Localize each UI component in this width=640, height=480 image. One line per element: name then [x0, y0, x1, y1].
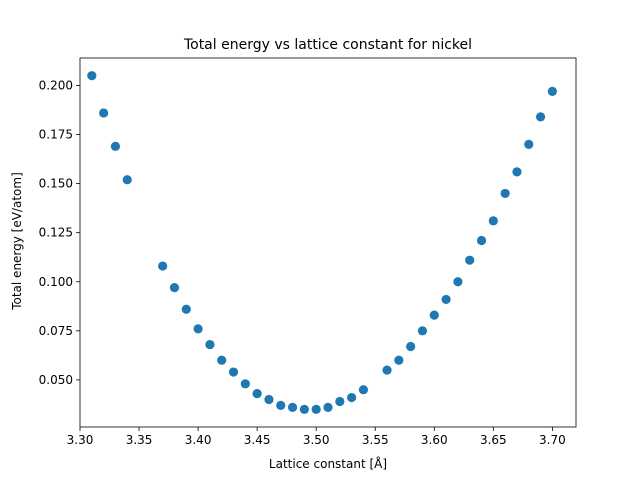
data-point [264, 394, 274, 405]
data-point [217, 355, 227, 365]
data-point [87, 71, 97, 81]
x-tick-label: 3.60 [421, 433, 448, 447]
data-point [311, 404, 321, 414]
x-tick-label: 3.40 [185, 433, 212, 447]
data-point [193, 324, 203, 334]
data-point [429, 310, 439, 320]
data-point [417, 326, 428, 336]
data-point [488, 216, 498, 226]
x-tick-label: 3.65 [480, 433, 507, 447]
x-tick-label: 3.55 [362, 433, 389, 447]
y-tick-label: 0.175 [39, 128, 73, 142]
data-point [465, 255, 475, 265]
data-point [99, 108, 109, 118]
data-point [181, 304, 191, 314]
data-point [158, 261, 168, 271]
data-point [228, 367, 239, 377]
data-point [110, 141, 121, 151]
data-point [547, 86, 557, 96]
x-tick-label: 3.70 [539, 433, 566, 447]
data-point [358, 385, 369, 395]
data-point [394, 355, 404, 365]
data-points [87, 71, 557, 414]
x-axis: 3.30 3.35 3.40 3.45 3.50 3.55 3.60 3.65 3.70 [67, 427, 566, 447]
data-point [535, 112, 546, 122]
chart-title: Total energy vs lattice constant for nic… [183, 37, 472, 53]
y-tick-label: 0.050 [39, 373, 73, 387]
y-tick-label: 0.100 [39, 275, 73, 289]
x-tick-label: 3.45 [244, 433, 271, 447]
data-point [299, 404, 309, 414]
data-point [335, 396, 345, 407]
plot-area [79, 57, 577, 428]
x-tick-label: 3.30 [67, 433, 94, 447]
y-tick-label: 0.200 [39, 78, 73, 92]
data-point [512, 167, 522, 177]
data-point [406, 341, 416, 352]
y-axis: 0.050 0.075 0.100 0.125 0.150 0.175 0.200 [39, 78, 80, 387]
data-point [252, 389, 262, 399]
plot-frame [79, 57, 577, 428]
data-point [453, 277, 463, 287]
data-point [441, 294, 451, 305]
y-tick-label: 0.150 [39, 177, 73, 191]
data-point [169, 283, 180, 293]
data-point [205, 339, 215, 350]
data-point [347, 392, 357, 403]
data-point [500, 188, 510, 199]
y-axis-label: Total energy [eV/atom] [10, 172, 24, 311]
data-point [524, 139, 534, 149]
x-tick-label: 3.35 [126, 433, 153, 447]
data-point [323, 402, 333, 412]
x-axis-label: Lattice constant [Å] [269, 456, 387, 471]
data-point [240, 379, 250, 389]
y-tick-label: 0.125 [39, 226, 73, 240]
data-point [382, 365, 392, 375]
data-point [287, 402, 298, 412]
data-point [476, 235, 487, 246]
x-tick-label: 3.50 [303, 433, 330, 447]
data-point [122, 175, 132, 185]
data-point [276, 400, 286, 411]
y-tick-label: 0.075 [39, 324, 73, 338]
